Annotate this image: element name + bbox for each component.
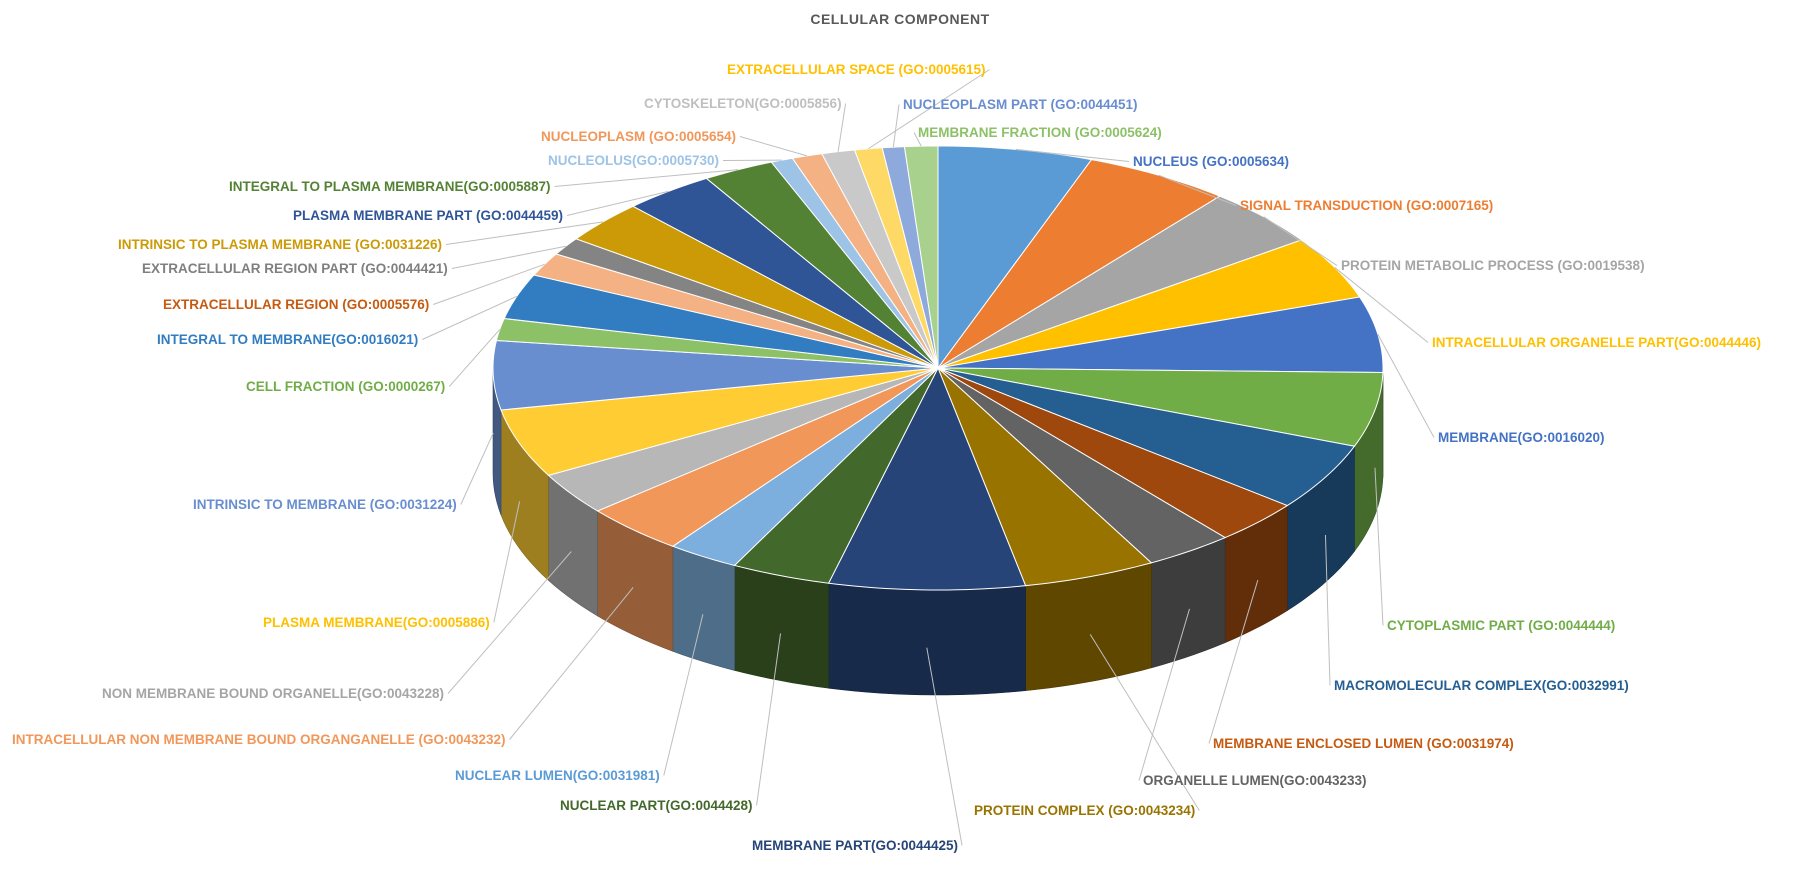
slice-label: NUCLEAR PART(GO:0044428) — [560, 798, 753, 813]
slice-label: PROTEIN METABOLIC PROCESS (GO:0019538) — [1341, 258, 1645, 273]
slice-label: PLASMA MEMBRANE(GO:0005886) — [263, 615, 490, 630]
leader-line — [1378, 334, 1434, 437]
pie-slice-side — [829, 583, 1026, 695]
slice-label: PROTEIN COMPLEX (GO:0043234) — [974, 803, 1195, 818]
leader-line — [740, 137, 807, 156]
slice-label: EXTRACELLULAR REGION (GO:0005576) — [163, 297, 429, 312]
slice-label: CYTOSKELETON(GO:0005856) — [644, 96, 842, 111]
pie-slice-side — [735, 565, 829, 688]
pie-slice-side — [673, 546, 735, 670]
slice-label: EXTRACELLULAR REGION PART (GO:0044421) — [142, 261, 448, 276]
leader-line — [449, 329, 499, 386]
slice-label: MEMBRANE FRACTION (GO:0005624) — [918, 125, 1162, 140]
slice-label: NUCLEOPLASM PART (GO:0044451) — [903, 97, 1138, 112]
slice-label: MACROMOLECULAR COMPLEX(GO:0032991) — [1334, 678, 1629, 693]
slice-label: NUCLEUS (GO:0005634) — [1133, 154, 1289, 169]
leader-line — [893, 105, 899, 148]
slice-label: INTRINSIC TO MEMBRANE (GO:0031224) — [193, 497, 457, 512]
slice-label: CELL FRACTION (GO:0000267) — [246, 379, 445, 394]
leader-line — [461, 433, 493, 504]
slice-label: NUCLEOPLASM (GO:0005654) — [541, 129, 736, 144]
slice-label: NUCLEAR LUMEN(GO:0031981) — [455, 768, 660, 783]
slice-label: MEMBRANE ENCLOSED LUMEN (GO:0031974) — [1213, 736, 1514, 751]
slice-label: MEMBRANE(GO:0016020) — [1438, 430, 1605, 445]
leader-line — [510, 587, 634, 739]
slice-label: NON MEMBRANE BOUND ORGANELLE(GO:0043228) — [102, 686, 444, 701]
slice-label: INTRACELLULAR ORGANELLE PART(GO:0044446) — [1432, 335, 1761, 350]
slice-label: SIGNAL TRANSDUCTION (GO:0007165) — [1240, 198, 1493, 213]
chart-title: CELLULAR COMPONENT — [810, 11, 989, 27]
slice-label: MEMBRANE PART(GO:0044425) — [752, 838, 958, 853]
slice-label: PLASMA MEMBRANE PART (GO:0044459) — [293, 208, 563, 223]
slice-label: NUCLEOLUS(GO:0005730) — [548, 153, 719, 168]
slice-label: INTEGRAL TO MEMBRANE(GO:0016021) — [157, 332, 418, 347]
slice-label: INTRACELLULAR NON MEMBRANE BOUND ORGANGA… — [12, 732, 506, 747]
slice-label: CYTOPLASMIC PART (GO:0044444) — [1387, 618, 1615, 633]
slice-label: INTEGRAL TO PLASMA MEMBRANE(GO:0005887) — [229, 179, 551, 194]
slice-label: ORGANELLE LUMEN(GO:0043233) — [1143, 773, 1367, 788]
slice-label: EXTRACELLULAR SPACE (GO:0005615) — [727, 62, 986, 77]
slice-label: INTRINSIC TO PLASMA MEMBRANE (GO:0031226… — [118, 237, 442, 252]
